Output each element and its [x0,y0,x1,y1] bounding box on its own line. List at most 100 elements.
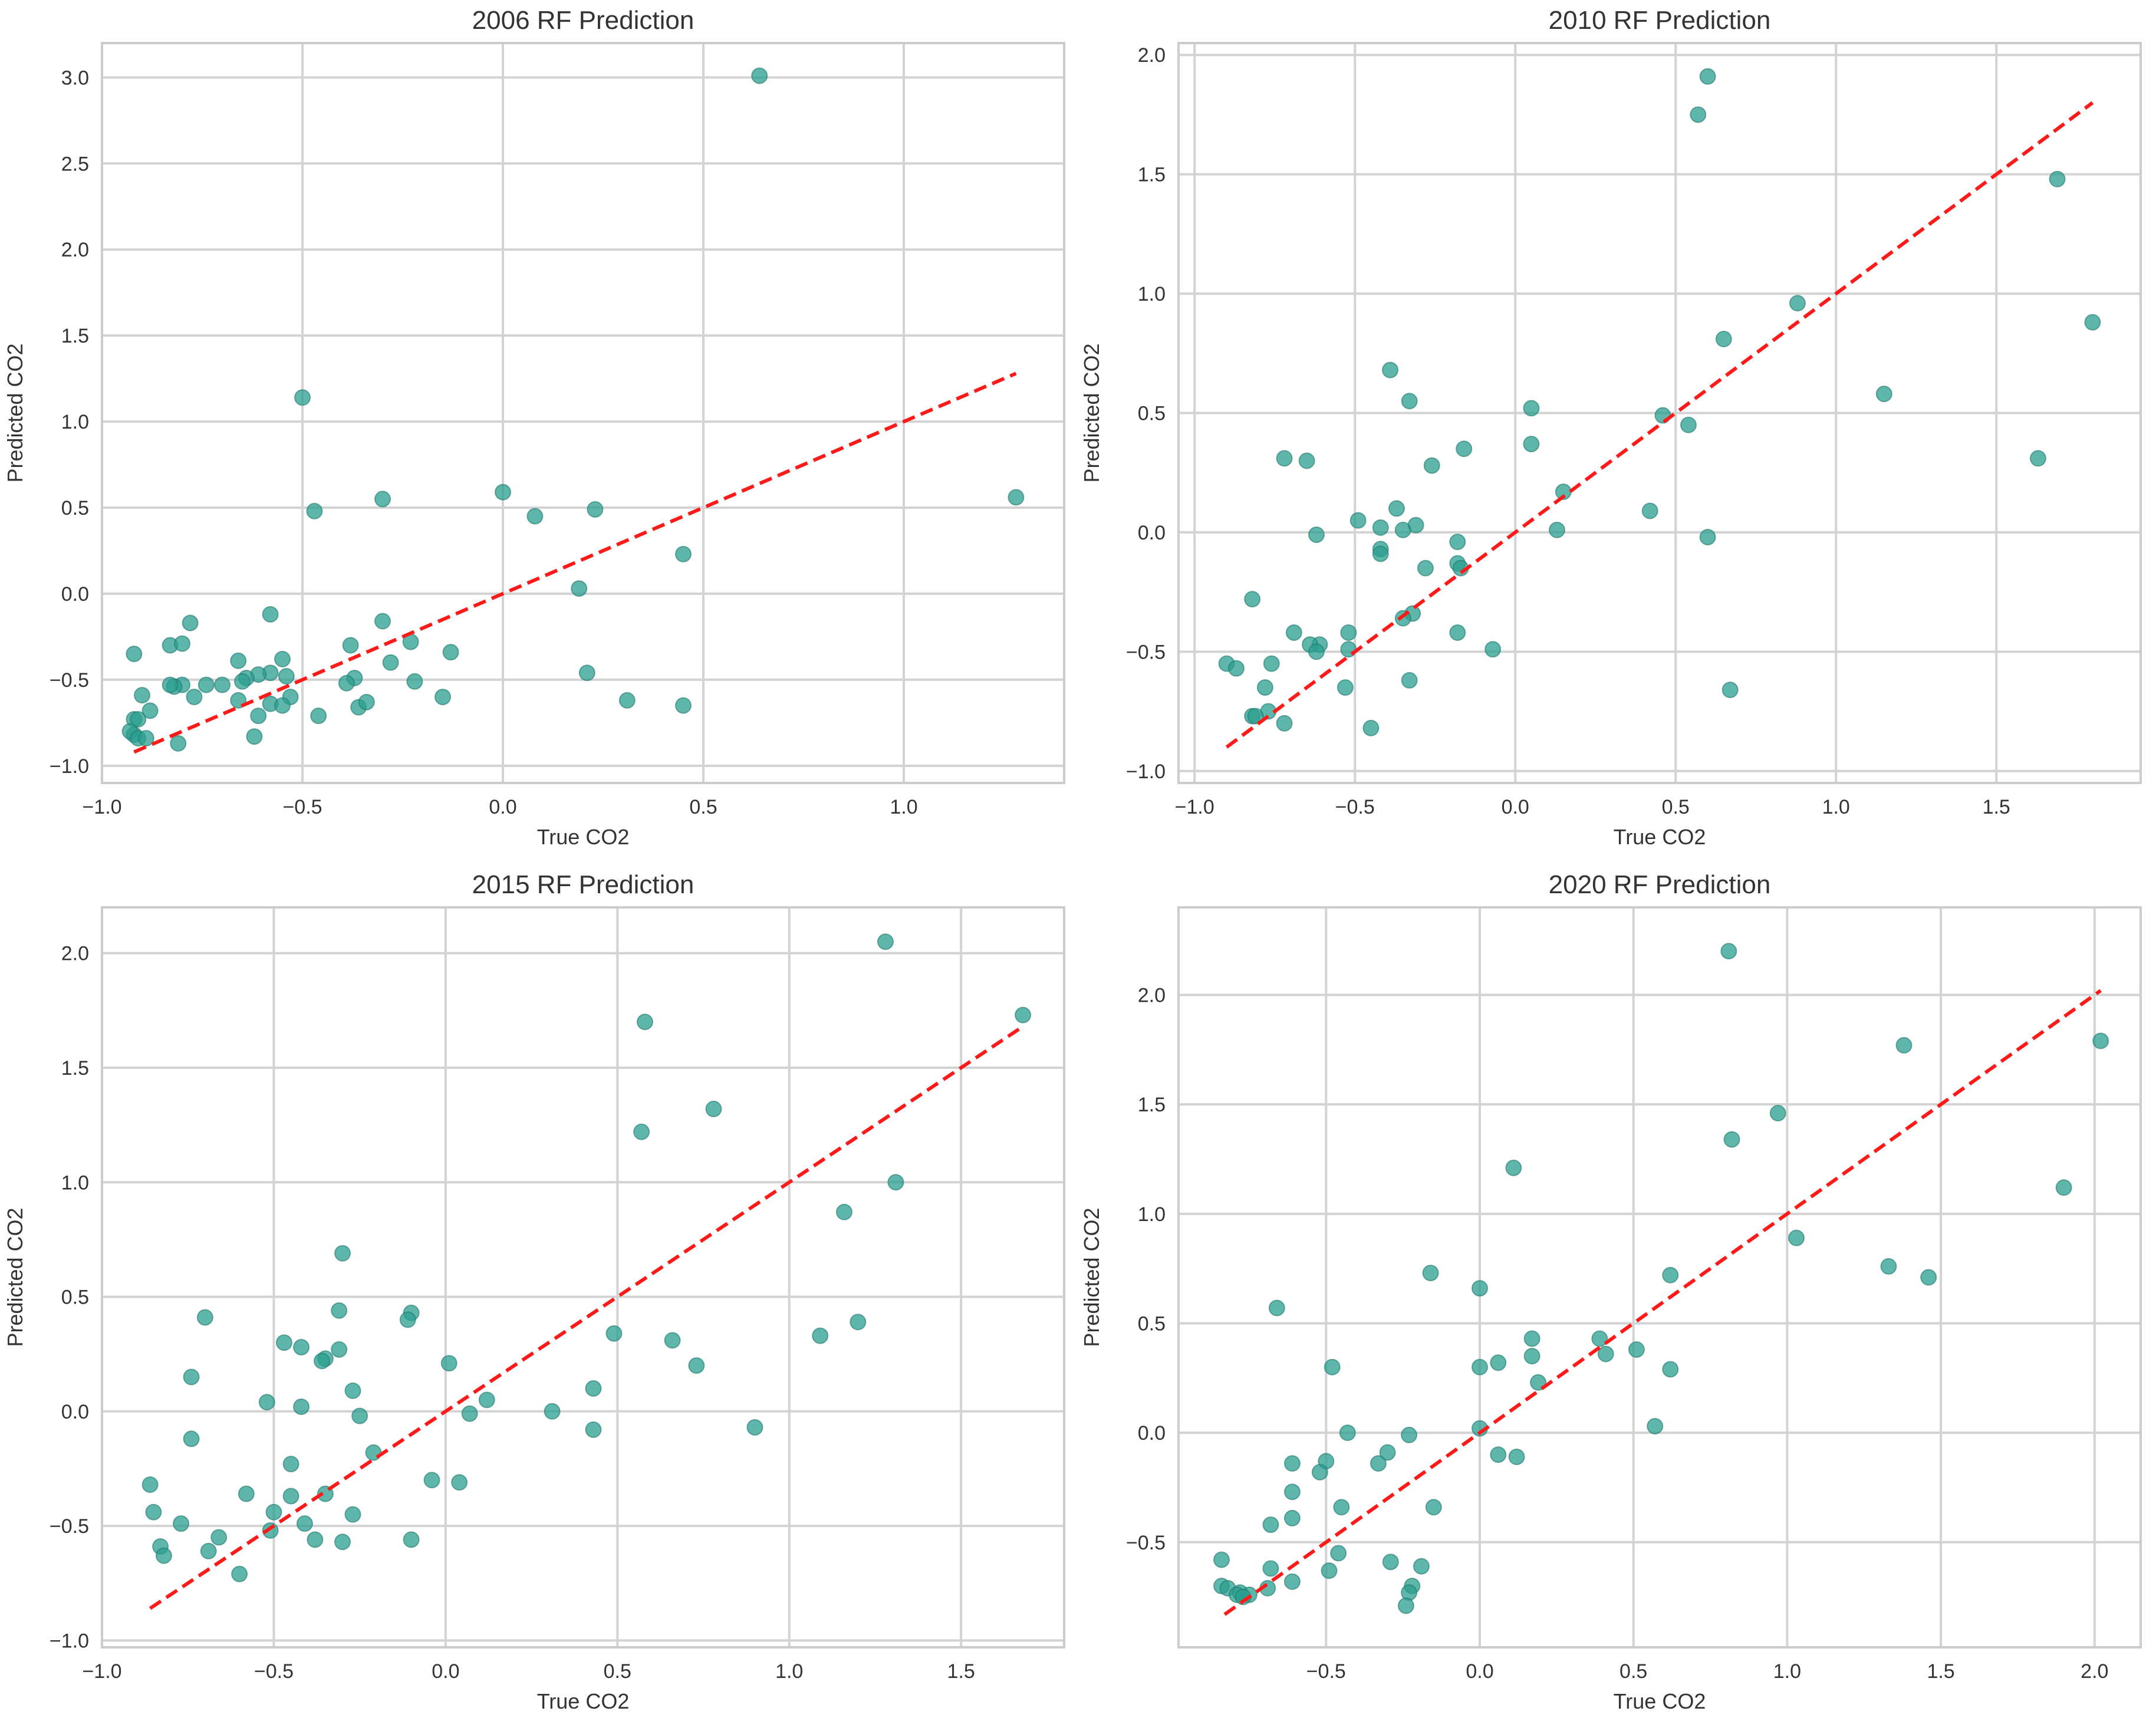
data-point [173,1515,190,1532]
data-point [633,1123,650,1140]
data-point [2029,450,2046,467]
data-point [406,673,423,690]
data-point [1720,943,1737,960]
data-point [1715,331,1732,347]
x-tick-label: 0.5 [1662,796,1690,818]
data-point [2092,1032,2109,1049]
data-point [1401,1426,1418,1443]
data-point [1244,591,1261,608]
y-tick-label: 2.0 [1138,985,1166,1007]
data-point [210,1529,228,1546]
data-point [262,606,279,623]
data-point [258,1394,275,1411]
data-point [250,708,267,725]
data-point [1401,393,1418,410]
y-tick-label: 1.5 [1138,1094,1166,1116]
x-tick-label: 0.5 [689,796,717,818]
data-point [1283,1509,1301,1526]
data-point [1895,1036,1913,1054]
subplot-1: −1.0 −0.5 0.0 0.5 1.0 −1.0 −0.5 0.0 0.5 1.0 1.5 2.0… [3,6,1065,849]
data-point [2084,314,2101,331]
data-point [1490,1354,1507,1371]
data-point [141,702,159,719]
data-point [296,1515,313,1532]
data-point [835,1203,852,1220]
y-tick-label: −1.0 [50,755,89,778]
data-point [331,1341,348,1358]
data-point [1423,457,1440,474]
data-point [1628,1341,1645,1358]
data-point [746,1419,763,1436]
data-point [1413,1558,1430,1575]
data-point [664,1332,681,1349]
y-axis-label: Predicted CO2 [1079,1207,1104,1347]
data-point [307,1531,324,1548]
data-point [182,614,199,631]
data-point [1283,1573,1301,1590]
data-point [1471,1358,1488,1376]
data-point [141,1476,159,1493]
data-point [183,1368,200,1386]
data-point [1372,519,1389,536]
x-tick-label: 2.0 [2081,1660,2108,1683]
data-point [571,580,588,597]
data-point [145,1503,162,1521]
data-point [1699,529,1716,546]
data-point [1276,450,1293,467]
y-tick-label: 1.0 [1138,283,1166,305]
data-point [274,650,291,667]
data-point [306,502,323,519]
data-point [887,1174,904,1191]
data-point [294,389,311,406]
plot-background [1179,907,2141,1647]
x-tick-label: 0.0 [1502,796,1529,818]
y-tick-label: −0.5 [1126,641,1166,663]
data-point [587,501,604,518]
chart-title: 2006 RF Prediction [472,6,694,35]
data-point [850,1314,867,1331]
data-point [675,697,692,714]
data-point [705,1100,722,1117]
data-point [198,676,215,693]
data-point [1213,1551,1230,1568]
data-point [282,1456,299,1473]
y-tick-label: 3.0 [61,67,89,89]
y-tick-label: 2.0 [61,239,89,261]
scatter-points [1218,68,2101,736]
scatter-points [141,933,1032,1582]
data-point [1379,1444,1396,1461]
y-tick-label: 0.5 [61,497,89,519]
data-point [1262,1516,1279,1534]
subplot-3: −1.0 −0.5 0.0 0.5 1.0 1.5 −1.0 −0.5 0.0 0.5 1.0 1.5… [3,870,1065,1713]
plot-frame [1177,906,2142,1648]
y-tick-label: −1.0 [1126,761,1166,783]
data-point [675,545,692,562]
y-tick-label: −0.5 [1126,1532,1166,1554]
data-point [1721,682,1739,699]
data-point [344,1382,361,1399]
y-tick-label: 0.5 [1138,403,1166,425]
y-tick-label: 2.0 [61,943,89,965]
data-point [751,67,768,84]
data-point [1311,1463,1328,1480]
data-point [155,1547,172,1564]
data-point [1388,500,1405,517]
data-point [183,1430,200,1447]
y-tick-label: −1.0 [50,1630,89,1652]
data-point [1263,655,1280,672]
x-axis-label: True CO2 [1614,1689,1706,1713]
data-point [238,1485,255,1502]
x-tick-label: 1.0 [775,1660,803,1683]
x-tick-label: −0.5 [254,1660,294,1683]
y-tick-label: 1.5 [61,325,89,347]
data-point [1680,416,1697,433]
data-point [282,1488,299,1505]
reference-line [133,371,1017,754]
data-point [1321,1562,1338,1579]
y-tick-label: 0.5 [61,1286,89,1309]
x-tick-label: −1.0 [82,796,121,818]
data-point [1339,1424,1356,1442]
x-tick-label: 0.0 [432,1660,459,1683]
y-tick-label: 0.0 [1138,1422,1166,1444]
data-point [234,673,251,690]
